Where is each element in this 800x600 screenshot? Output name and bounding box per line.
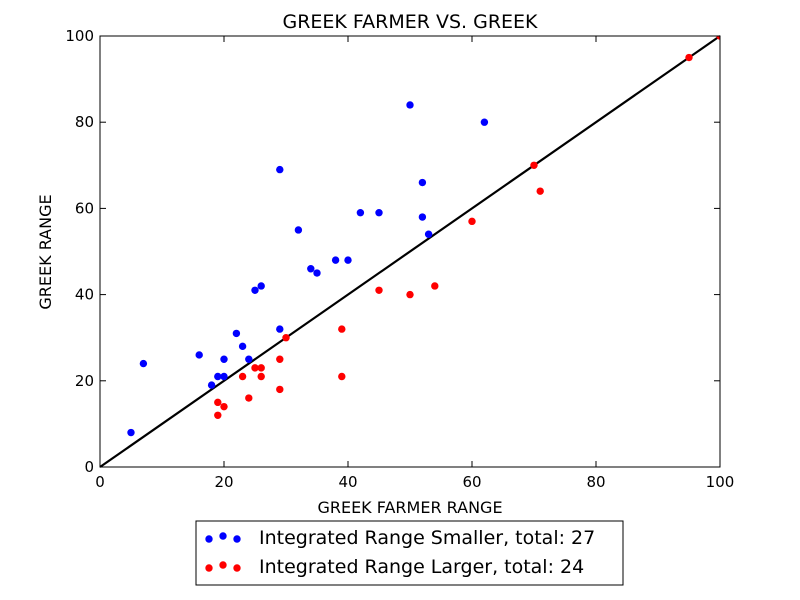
point-smaller [220,372,228,381]
x-tick-label: 0 [95,473,105,491]
point-larger [375,286,383,294]
legend-items: Integrated Range Smaller, total: 27 Integ… [205,527,595,578]
point-smaller [207,381,216,389]
plot-frame [99,35,721,468]
point-larger [214,398,222,407]
legend-marker [233,535,241,543]
point-smaller [356,209,365,217]
x-tick-label: 20 [214,473,233,491]
point-larger [257,364,265,372]
y-tick-label: 80 [75,113,94,131]
point-larger [220,402,228,411]
point-larger [238,372,247,381]
point-smaller [344,256,352,264]
reference-line [99,35,721,468]
y-tick-label: 60 [75,199,94,217]
point-larger [338,372,346,381]
y-axis-title: GREEK RANGE [36,194,55,309]
point-smaller [220,355,228,363]
point-larger [530,161,538,169]
point-smaller [195,351,203,359]
point-smaller [331,256,340,264]
point-smaller [127,428,135,437]
point-larger [276,385,284,394]
legend-label: Integrated Range Smaller, total: 27 [259,527,595,549]
point-smaller [307,265,315,273]
point-smaller [214,372,222,381]
point-smaller [313,269,321,277]
legend-marker [219,532,227,540]
x-tick-label: 40 [338,473,357,491]
point-larger [251,364,259,372]
point-smaller [276,165,284,174]
point-larger [716,36,720,40]
point-smaller [418,213,427,221]
point-larger [406,290,414,299]
point-smaller [245,355,253,363]
y-tick-label: 20 [75,372,94,390]
point-larger [338,325,346,333]
x-tick-label: 100 [706,473,735,491]
y-tick-label: 0 [84,458,94,476]
legend-marker [205,564,213,572]
legend-entry: Integrated Range Smaller, total: 27 [205,527,595,549]
x-tick-label: 80 [586,473,605,491]
x-axis-title: GREEK FARMER RANGE [317,498,502,517]
point-smaller [232,329,241,338]
legend-marker [233,564,241,572]
point-smaller [480,118,489,126]
point-larger [536,187,544,195]
chart-title: GREEK FARMER VS. GREEK [283,11,539,33]
point-larger [257,372,265,381]
point-larger [214,411,222,419]
point-larger [276,355,284,363]
plot-area [99,35,721,468]
point-larger [685,53,693,62]
y-tick-label: 40 [75,286,94,304]
point-smaller [294,226,303,234]
y-tick-label: 100 [65,27,94,45]
points [127,36,720,437]
point-smaller [139,359,148,368]
point-larger [468,217,476,226]
axis-ticks: 0 20 40 60 80 100 0 20 40 60 80 100 [65,27,734,491]
legend-frame [195,520,624,586]
legend-entry: Integrated Range Larger, total: 24 [205,556,584,578]
point-smaller [375,209,383,217]
point-larger [282,334,290,342]
point-smaller [238,342,247,351]
point-smaller [251,286,259,294]
point-smaller [418,178,427,187]
legend-marker [205,535,213,543]
point-smaller [424,230,433,238]
legend-label: Integrated Range Larger, total: 24 [259,556,584,578]
point-larger [431,282,439,290]
point-larger [245,394,253,402]
point-smaller [406,101,414,109]
x-tick-label: 60 [462,473,481,491]
point-smaller [276,325,284,333]
point-smaller [257,282,265,290]
legend-marker [219,561,227,569]
legend: Integrated Range Smaller, total: 27 Integ… [195,520,624,586]
